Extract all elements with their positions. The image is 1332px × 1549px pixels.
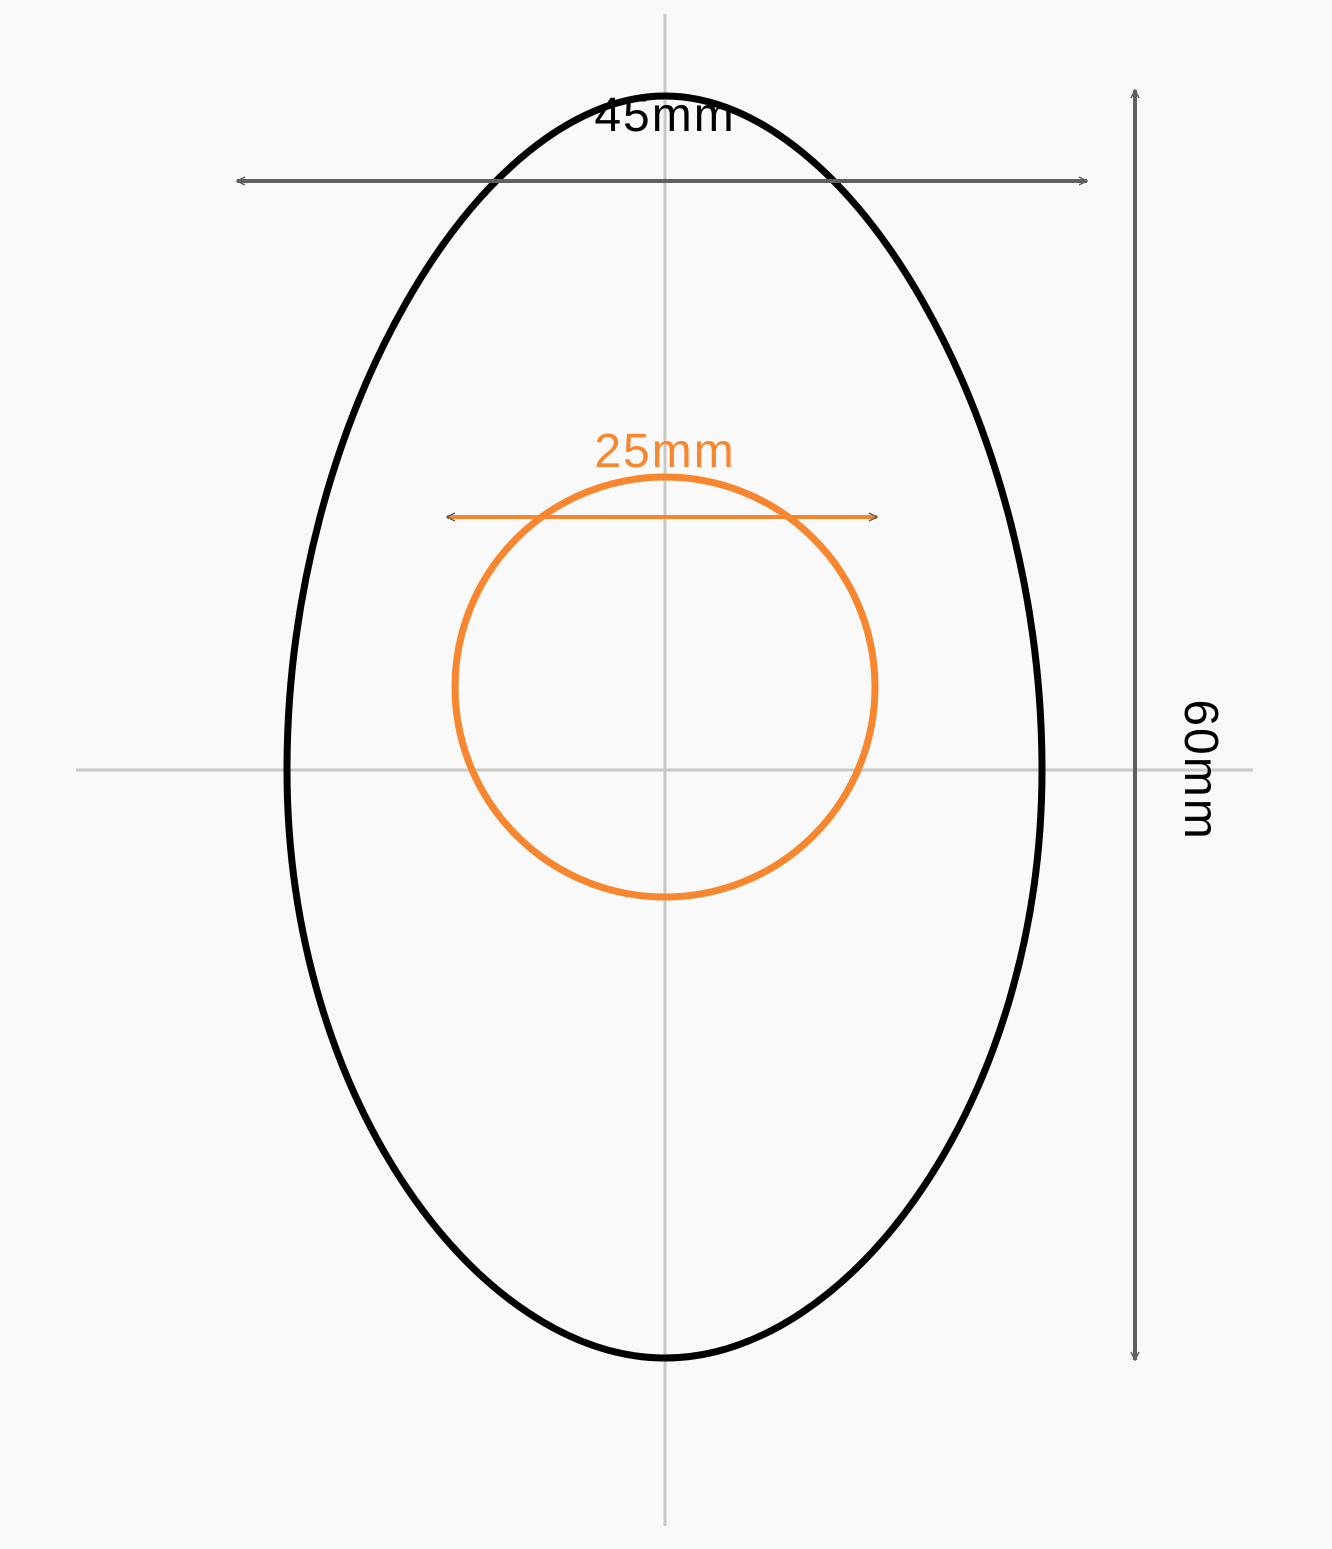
inner-circle xyxy=(451,473,879,901)
height-label: 60mm xyxy=(1174,699,1227,840)
egg-outline xyxy=(283,92,1046,1362)
inner-diameter-label: 25mm xyxy=(594,425,735,478)
width-label: 45mm xyxy=(594,89,735,142)
